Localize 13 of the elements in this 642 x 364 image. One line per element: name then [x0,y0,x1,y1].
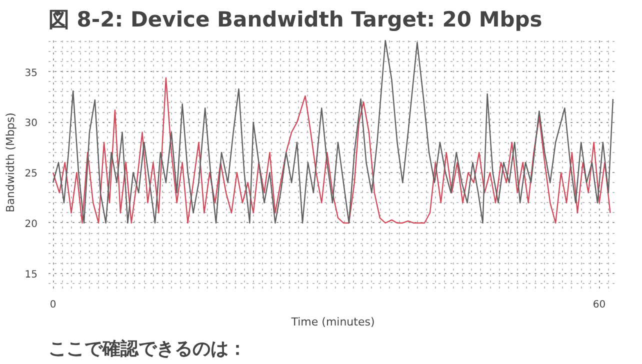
chart-title: 図 8-2: Device Bandwidth Target: 20 Mbps [48,8,542,32]
y-tick-label: 35 [24,68,38,79]
y-tick-label: 15 [24,269,38,280]
y-tick-label: 30 [24,118,38,130]
x-tick-label: 0 [50,300,56,310]
line-series [52,77,611,224]
y-axis-title: Bandwidth (Mbps) [4,112,17,212]
line-series [52,40,614,224]
x-tick-label: 60 [592,300,606,310]
text: ここで確認できるのは： [48,338,246,360]
x-axis-title: Time (minutes) [290,316,375,328]
y-tick-label: 25 [24,168,38,180]
y-tick-label: 20 [24,218,38,230]
